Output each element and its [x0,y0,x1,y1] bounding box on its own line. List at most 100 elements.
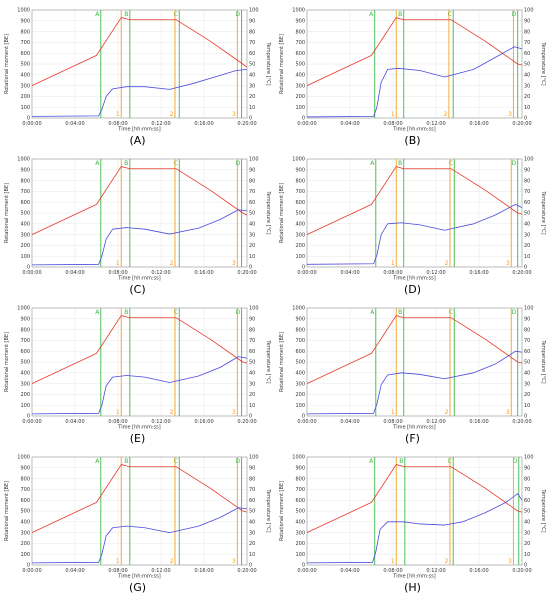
y-right-tick-label: 50 [524,360,530,366]
y-right-tick-label: 90 [524,317,530,323]
y-right-tick-label: 20 [249,541,255,547]
y-left-tick-label: 400 [295,222,305,228]
y-right-tick-label: 20 [249,243,255,249]
x-tick-label: 0:16:00 [194,270,213,276]
y-right-tick-label: 30 [249,381,255,387]
x-tick-label: 0:16:00 [469,419,488,425]
phase-line-label: A [95,458,100,465]
phase-line-label: B [399,458,403,465]
y-left-tick-label: 200 [20,94,30,100]
chart-panel: 0 100 200 300 400 500 600 700 800 900 1000 0 10 20 30 4… [4,157,271,296]
x-tick-label: 0:16:00 [194,121,213,127]
event-line-label: 1 [391,409,395,416]
x-tick-label: 0:08:00 [108,270,127,276]
y-left-tick-label: 700 [20,40,30,46]
x-axis-title: Time [hh:mm:ss] [392,574,435,580]
y-left-tick-label: 700 [20,487,30,493]
phase-line-label: A [369,11,374,18]
plot-frame [31,9,248,119]
x-tick-label: 0:04:00 [65,121,84,127]
y-left-tick-label: 0 [302,116,305,122]
y-left-tick-label: 500 [295,509,305,515]
y-left-tick-label: 100 [20,403,30,409]
y-left-tick-label: 200 [295,94,305,100]
y-right-axis-title: Temperature [°C] [265,190,271,234]
plot-frame [306,158,523,268]
y-left-tick-label: 900 [295,317,305,323]
x-tick-label: 0:00:00 [22,270,41,276]
event-line-label: 1 [116,111,120,118]
x-axis-title: Time [hh:mm:ss] [117,574,160,580]
y-right-tick-label: 90 [524,19,530,25]
y-right-tick-label: 100 [524,157,534,163]
x-tick-label: 0:00:00 [22,121,41,127]
y-left-tick-label: 200 [20,392,30,398]
y-right-tick-label: 40 [524,73,530,79]
y-left-tick-label: 1000 [17,157,30,163]
y-left-tick-label: 700 [295,338,305,344]
temperature-series-line [31,356,248,415]
x-axis-title: Time [hh:mm:ss] [392,127,435,133]
panel-label: (E) [130,432,146,445]
phase-line-label: B [398,309,402,316]
x-axis-title: Time [hh:mm:ss] [117,276,160,282]
event-line-label: 1 [391,260,395,267]
y-left-tick-label: 900 [295,466,305,472]
x-tick-label: 0:20:00 [237,419,256,425]
y-right-tick-label: 40 [249,371,255,377]
y-right-tick-label: 10 [249,552,255,558]
phase-line-label: D [236,458,241,465]
phase-line-label: A [369,458,374,465]
y-right-tick-label: 10 [249,254,255,260]
y-right-tick-label: 70 [524,40,530,46]
y-left-tick-label: 200 [20,541,30,547]
y-left-tick-label: 700 [295,487,305,493]
x-tick-label: 0:12:00 [151,121,170,127]
phase-line-label: B [124,309,128,316]
y-left-tick-label: 800 [20,29,30,35]
temperature-series-line [306,350,523,415]
y-right-tick-label: 90 [249,317,255,323]
y-left-tick-label: 400 [295,371,305,377]
phase-line-label: C [174,458,178,465]
event-line-label: 3 [232,558,236,565]
x-axis-title: Time [hh:mm:ss] [117,127,160,133]
x-axis-title: Time [hh:mm:ss] [392,276,435,282]
y-left-tick-label: 800 [20,327,30,333]
plot-frame [306,9,523,119]
x-tick-label: 0:20:00 [237,568,256,574]
y-right-tick-label: 80 [524,476,530,482]
event-line-label: 3 [506,260,510,267]
chart-panel: 0 100 200 300 400 500 600 700 800 900 1000 0 10 20 30 4… [4,8,271,147]
y-right-axis-title: Temperature [°C] [265,488,271,532]
event-line-label: 1 [391,558,395,565]
event-line-label: 3 [508,111,512,118]
y-left-tick-label: 0 [27,563,30,569]
y-right-tick-label: 20 [249,94,255,100]
x-tick-label: 0:04:00 [340,121,359,127]
y-right-tick-label: 50 [524,211,530,217]
y-left-tick-label: 300 [295,232,305,238]
y-right-tick-label: 30 [524,381,530,387]
y-right-axis-title: Temperature [°C] [265,41,271,85]
y-right-tick-label: 0 [249,414,252,420]
y-right-tick-label: 100 [524,455,534,461]
y-right-axis-title: Temperature [°C] [540,339,546,383]
y-right-tick-label: 80 [249,476,255,482]
y-right-tick-label: 100 [524,306,534,312]
event-line-label: 1 [116,409,120,416]
y-left-tick-label: 600 [295,51,305,57]
phase-line-label: D [512,11,517,18]
y-left-tick-label: 300 [20,381,30,387]
y-right-tick-label: 60 [524,200,530,206]
y-left-tick-label: 400 [295,73,305,79]
y-left-tick-label: 300 [295,83,305,89]
x-tick-label: 0:20:00 [512,121,531,127]
y-right-tick-label: 100 [524,8,534,14]
y-left-tick-label: 900 [20,19,30,25]
y-right-tick-label: 0 [249,116,252,122]
moment-series-line [31,315,248,384]
chart-panel: 0 100 200 300 400 500 600 700 800 900 1000 0 10 20 30 4… [279,157,546,296]
y-left-tick-label: 900 [295,19,305,25]
